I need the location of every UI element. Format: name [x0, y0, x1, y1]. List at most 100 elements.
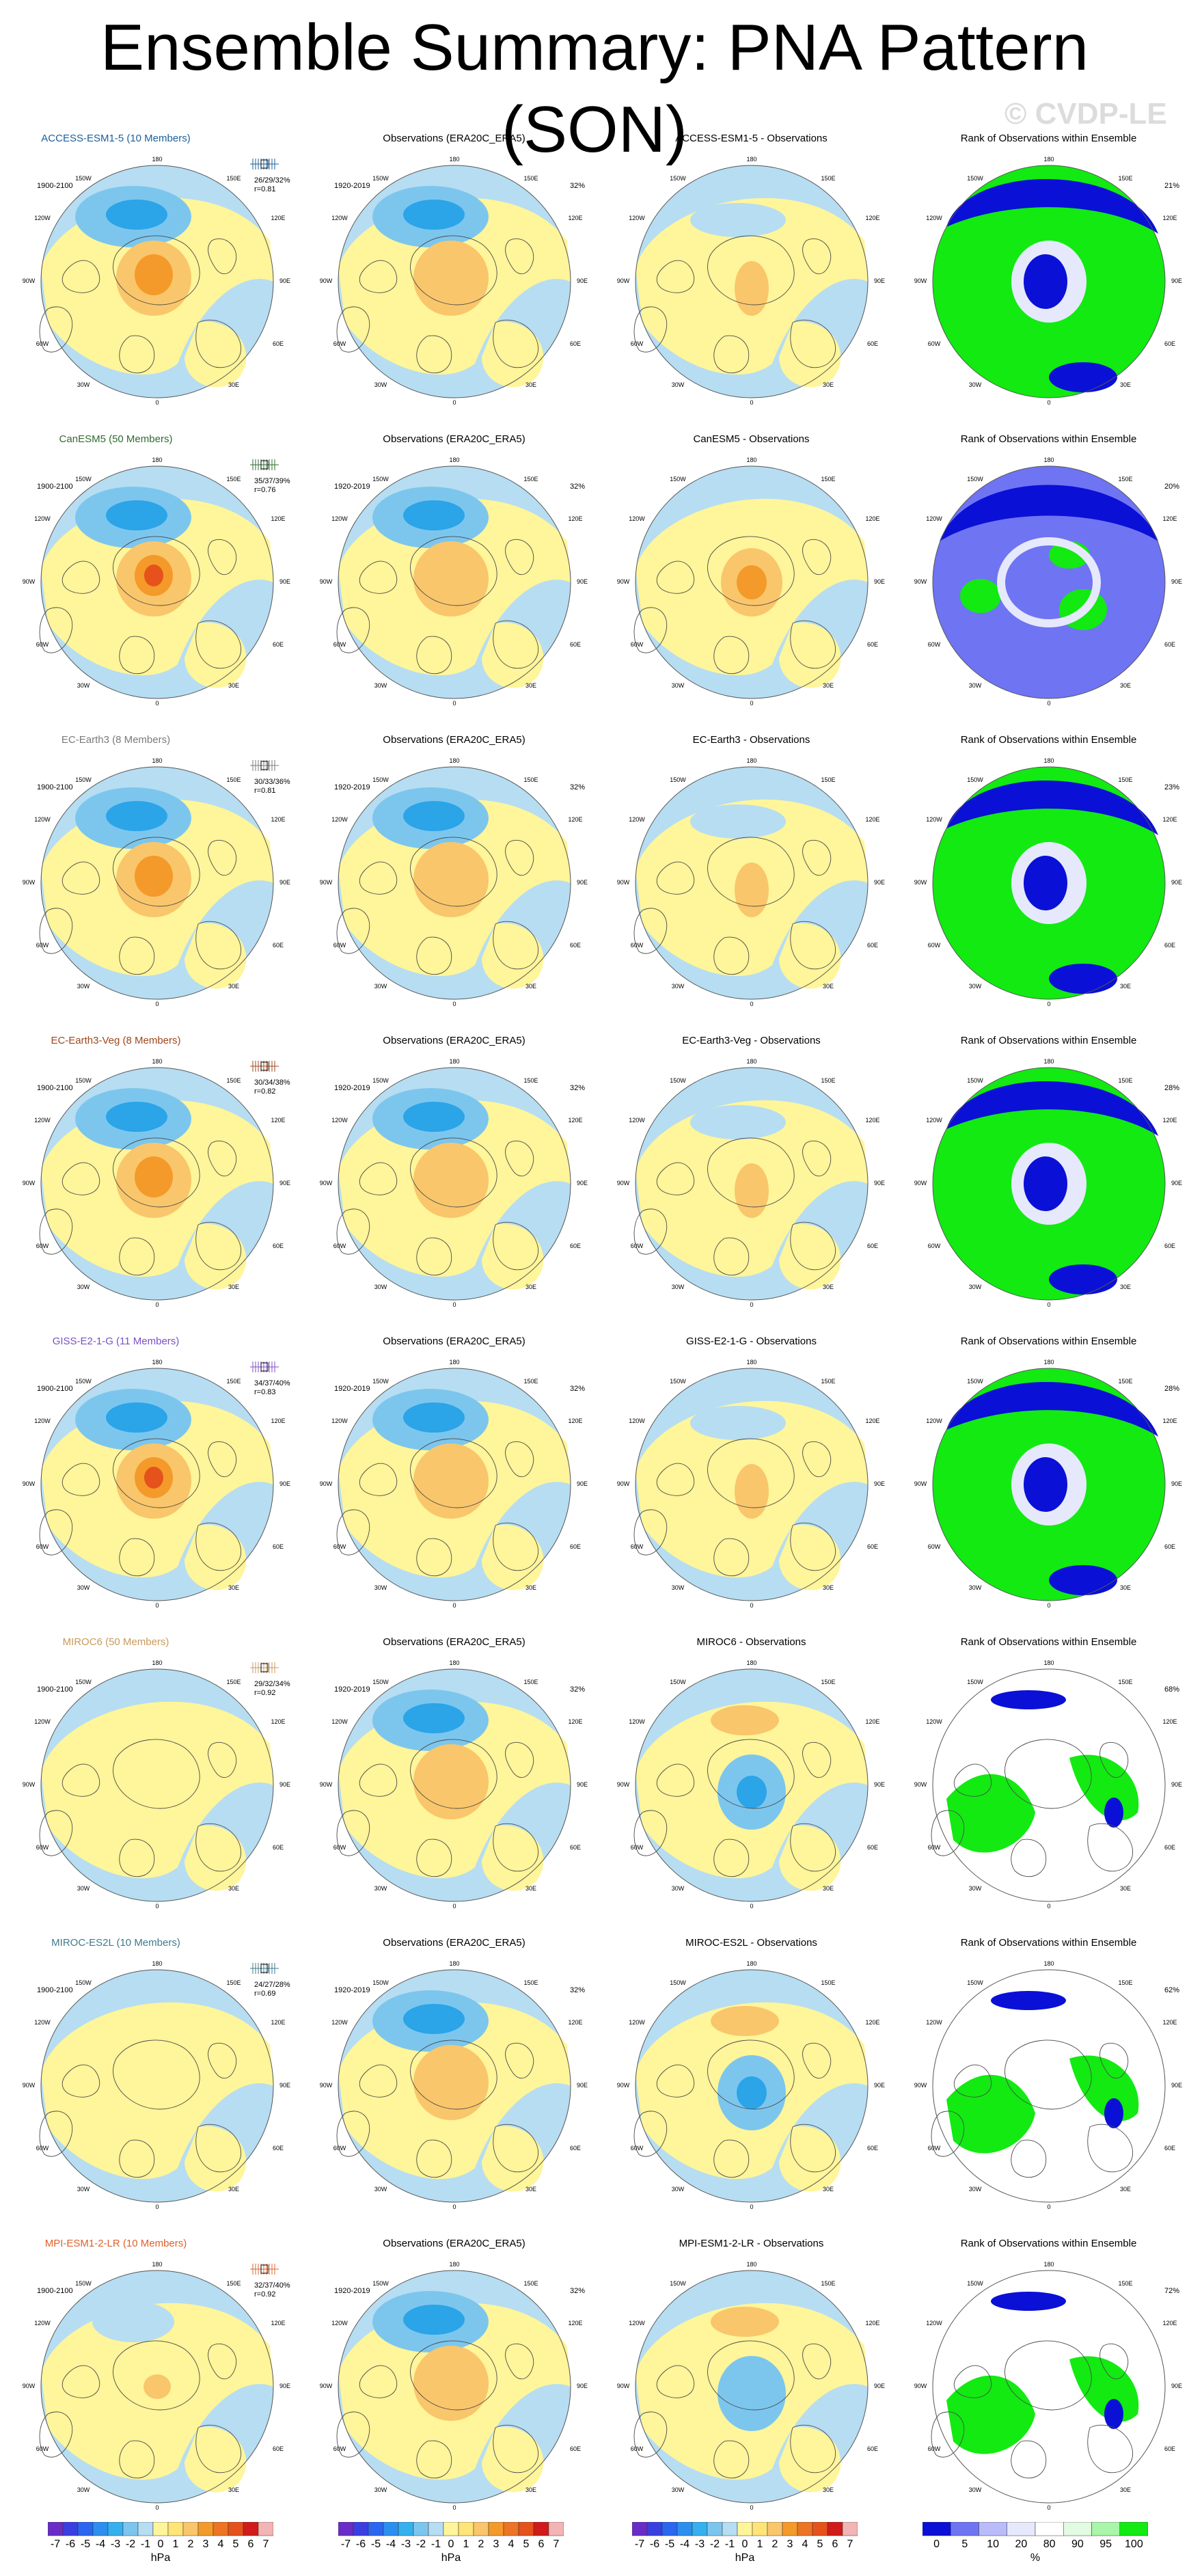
- positive-anomaly-center: [150, 2080, 164, 2092]
- longitude-label: 180: [746, 757, 757, 764]
- longitude-label: 150E: [821, 1077, 836, 1084]
- colorbar-swatch: [661, 2522, 678, 2536]
- polar-map: [336, 1368, 571, 1601]
- longitude-label: 30W: [968, 2486, 982, 2493]
- coastline: [790, 2424, 836, 2473]
- longitude-label: 150W: [372, 1378, 389, 1385]
- longitude-label: 90W: [22, 1480, 36, 1487]
- positive-anomaly-region: [482, 321, 544, 388]
- longitude-label: 90E: [1171, 1480, 1182, 1487]
- positive-anomaly-region: [184, 1825, 247, 1891]
- positive-anomaly-center: [711, 2006, 779, 2036]
- polar-map: [39, 1969, 274, 2203]
- rank-map-panel: 28% Rank of Observations within Ensemble 1…: [900, 1326, 1189, 1627]
- longitude-label: 30E: [1119, 2186, 1131, 2193]
- longitude-label: 150W: [967, 1378, 983, 1385]
- longitude-label: 150W: [670, 1679, 686, 1685]
- coastline: [1087, 2424, 1133, 2473]
- longitude-label: 150E: [523, 1378, 538, 1385]
- polar-map: [633, 1368, 869, 1601]
- coastline: [195, 620, 241, 669]
- variance-percent: 32%: [570, 1084, 586, 1092]
- positive-anomaly-region: [184, 321, 247, 388]
- stats-percentiles: 32/37/40%: [254, 2281, 290, 2290]
- longitude-label: 90W: [616, 879, 630, 886]
- longitude-label: 0: [452, 1602, 456, 1609]
- coastline: [62, 560, 100, 594]
- colorbar-swatch: [213, 2522, 229, 2536]
- map-boundary: [635, 1969, 869, 2203]
- longitude-label: 60E: [569, 340, 581, 347]
- colorbar-tick-label: -2: [125, 2538, 136, 2550]
- colorbar-swatch: [922, 2522, 951, 2536]
- longitude-label: 90E: [279, 879, 290, 886]
- longitude-label: 60W: [927, 942, 941, 949]
- coastline: [62, 861, 100, 895]
- observations-title: Observations (ERA20C_ERA5): [383, 1636, 525, 1648]
- watermark: © CVDP-LE: [1004, 97, 1167, 131]
- period-label: 1920-2019: [334, 1385, 370, 1393]
- stats-correlation: r=0.92: [254, 2290, 276, 2299]
- longitude-label: 120E: [1162, 215, 1177, 221]
- positive-anomaly-region: [779, 1223, 841, 1290]
- longitude-label: 30E: [822, 983, 834, 990]
- positive-anomaly-center: [144, 2374, 171, 2399]
- longitude-label: 60W: [333, 340, 346, 347]
- coastline: [410, 1739, 497, 1809]
- colorbar-swatch: [398, 2522, 414, 2536]
- coastline: [790, 620, 836, 669]
- longitude-label: 180: [152, 2261, 163, 2268]
- longitude-label: 60W: [927, 1543, 941, 1550]
- coastline: [790, 2124, 836, 2173]
- colorbar-swatch: [1063, 2522, 1092, 2536]
- longitude-label: 120W: [331, 1418, 348, 1424]
- longitude-label: 60W: [630, 2445, 644, 2452]
- longitude-label: 120W: [629, 816, 645, 823]
- period-label: 1920-2019: [334, 783, 370, 791]
- longitude-label: 150W: [75, 175, 92, 182]
- observations-map-panel: 1920-2019 32% Observations (ERA20C_ERA5) 18…: [305, 424, 603, 724]
- colorbar-tick-label: 6: [832, 2538, 838, 2550]
- negative-anomaly-center: [106, 200, 167, 230]
- polar-map: [932, 1067, 1166, 1301]
- longitude-label: 150W: [967, 476, 983, 483]
- map-boundary: [40, 165, 274, 398]
- stats-correlation: r=0.81: [254, 787, 276, 795]
- map-boundary: [338, 2270, 571, 2504]
- colorbar-swatch: [1119, 2522, 1148, 2536]
- coastline: [633, 1810, 668, 1856]
- rank-percent: 68%: [1164, 1685, 1180, 1694]
- rank-percent: 20%: [1164, 483, 1180, 491]
- coastline: [505, 1441, 534, 1478]
- longitude-label: 90W: [319, 2082, 333, 2089]
- longitude-label: 150E: [821, 476, 836, 483]
- longitude-label: 30E: [1119, 682, 1131, 689]
- period-label: 1920-2019: [334, 1685, 370, 1694]
- coastline: [633, 1509, 668, 1556]
- longitude-label: 120E: [568, 215, 583, 221]
- polar-map: [39, 1368, 274, 1601]
- coastline: [416, 936, 452, 975]
- difference-map-panel: MIROC-ES2L - Observations 180 0 150W 150E 120…: [603, 1927, 900, 2228]
- coastline: [1011, 1839, 1047, 1877]
- polar-map: [633, 465, 869, 699]
- period-label: 1900-2100: [37, 1385, 73, 1393]
- longitude-label: 60W: [927, 1243, 941, 1249]
- longitude-label: 120E: [1162, 1418, 1177, 1424]
- colorbar-swatch: [752, 2522, 768, 2536]
- observations-map-panel: 1920-2019 32% Observations (ERA20C_ERA5) 18…: [305, 1326, 603, 1627]
- longitude-label: 120E: [568, 816, 583, 823]
- longitude-label: 120W: [331, 215, 348, 221]
- longitude-label: 60E: [569, 2145, 581, 2152]
- model-title: CanESM5 (50 Members): [59, 433, 173, 445]
- coastline: [1004, 2340, 1092, 2411]
- longitude-label: 60W: [333, 2445, 346, 2452]
- negative-anomaly-center: [690, 804, 786, 839]
- rank-title: Rank of Observations within Ensemble: [960, 1336, 1137, 1347]
- longitude-label: 90E: [576, 1781, 588, 1788]
- pattern-stats: 29/32/34% r=0.92: [254, 1680, 290, 1698]
- longitude-label: 0: [750, 700, 754, 707]
- longitude-label: 150E: [523, 1679, 538, 1685]
- longitude-label: 90W: [914, 1180, 927, 1187]
- coastline: [208, 1140, 237, 1177]
